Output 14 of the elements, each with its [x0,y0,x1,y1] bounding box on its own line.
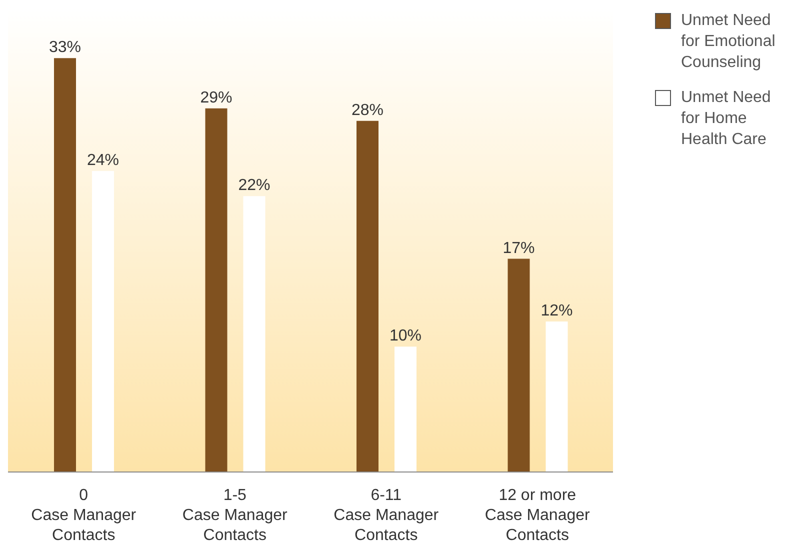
data-label: 12% [540,302,573,320]
x-tick-label: 0 Case Manager Contacts [31,487,137,544]
data-label: 22% [238,177,270,194]
data-label: 10% [389,328,422,345]
data-label: 29% [200,89,232,106]
x-tick-label: 6-11 Case Manager Contacts [334,487,440,544]
text: Unmet Need for Emotional Counseling [681,11,776,73]
data-label: 24% [86,152,120,170]
x-tick-label: 1-5 Case Manager Contacts [182,487,288,544]
x-tick-label: 12 or more Case Manager Contacts [484,487,591,544]
data-label: 28% [351,102,384,119]
data-label: 33% [48,39,82,56]
data-label: 17% [502,240,535,257]
legend-label: Unmet Need for Home Health Care [681,88,772,150]
